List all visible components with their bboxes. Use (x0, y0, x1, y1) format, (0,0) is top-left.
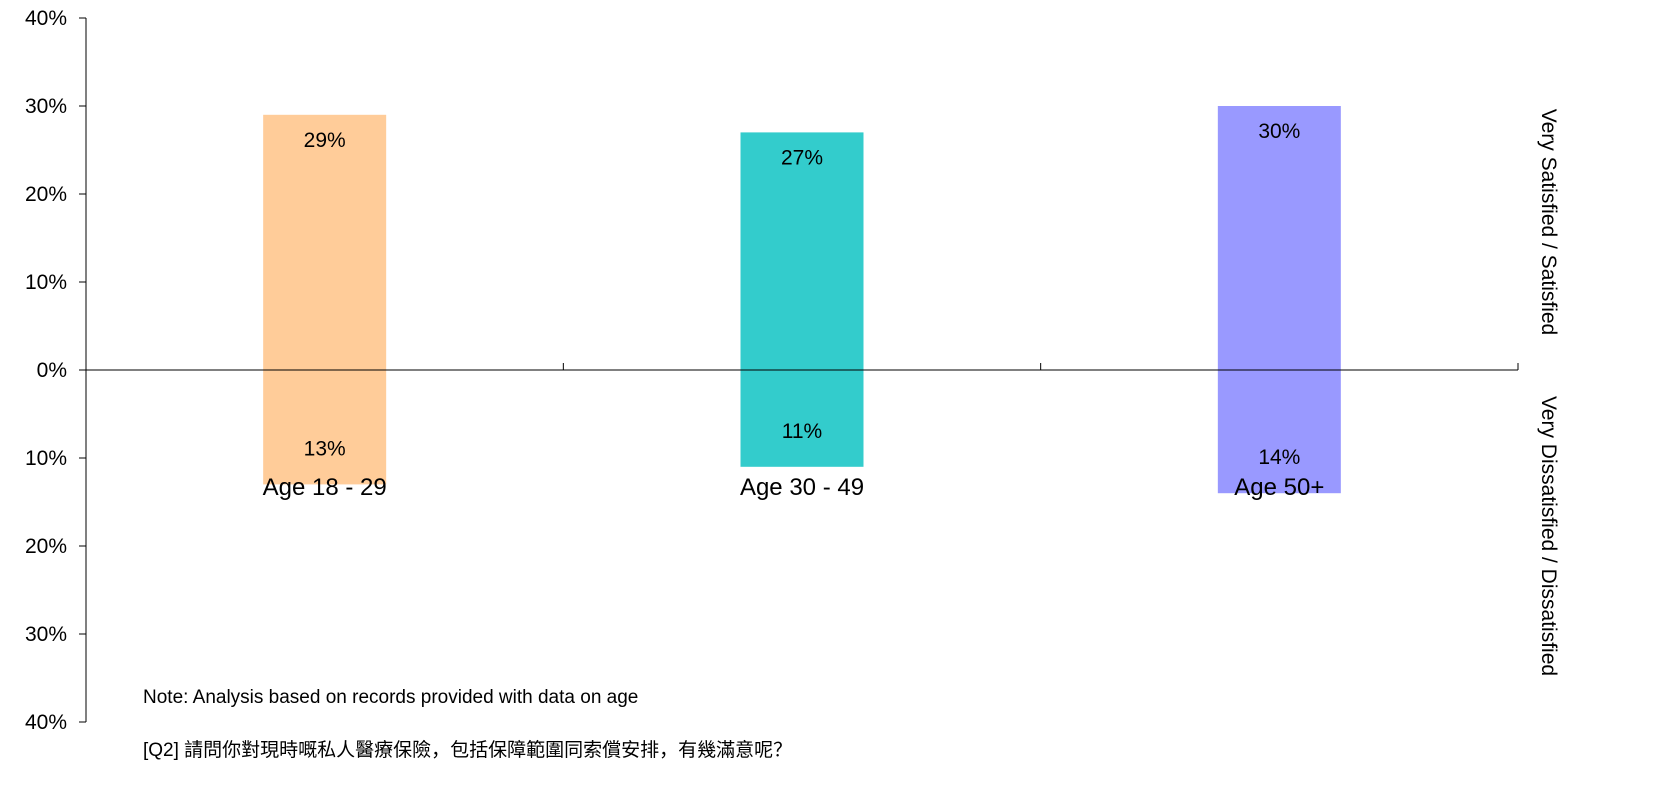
y-tick-label-3: 10% (25, 271, 67, 294)
bar-satisfied-0 (263, 114, 387, 370)
y-tick-label-5: 10% (25, 447, 67, 470)
data-labels-layer: 29% 13% 27% 11% 30% 14% (304, 120, 1301, 469)
y-tick-label-2: 20% (25, 183, 67, 206)
x-ticks-layer (85, 363, 1519, 370)
bar-satisfied-1 (740, 132, 864, 370)
bar-dissatisfied-1 (740, 370, 864, 467)
data-label-satisfied-1: 27% (781, 146, 823, 169)
bars-layer (263, 106, 1341, 494)
question-text: [Q2] 請問你對現時嘅私人醫療保險，包括保障範圍同索償安排，有幾滿意呢？ (143, 739, 792, 761)
data-label-satisfied-0: 29% (304, 129, 346, 152)
y-tick-label-1: 30% (25, 95, 67, 118)
y-tick-label-4: 0% (37, 359, 67, 382)
category-label-1: Age 30 - 49 (740, 474, 864, 501)
category-label-2: Age 50+ (1234, 474, 1324, 501)
data-label-satisfied-2: 30% (1258, 120, 1300, 143)
y-tick-label-7: 30% (25, 623, 67, 646)
data-label-dissatisfied-1: 11% (782, 420, 822, 443)
right-label-lower: Very Dissatisfied / Dissatisfied (1537, 396, 1560, 676)
y-ticks-layer: 40% 30% 20% 10% 0% 10% 20% 30% 40% (25, 7, 86, 734)
y-tick-label-6: 20% (25, 535, 67, 558)
note-text: Note: Analysis based on records provided… (143, 687, 638, 708)
y-tick-label-0: 40% (25, 7, 67, 30)
bar-dissatisfied-0 (263, 370, 387, 485)
data-label-dissatisfied-0: 13% (304, 437, 346, 460)
data-label-dissatisfied-2: 14% (1258, 446, 1300, 469)
bar-satisfied-2 (1217, 106, 1341, 370)
right-label-upper: Very Satisfied / Satisfied (1537, 109, 1560, 335)
bar-dissatisfied-2 (1217, 370, 1341, 494)
y-tick-label-8: 40% (25, 711, 67, 734)
category-label-0: Age 18 - 29 (263, 474, 387, 501)
category-labels-layer: Age 18 - 29 Age 30 - 49 Age 50+ (263, 474, 1325, 501)
